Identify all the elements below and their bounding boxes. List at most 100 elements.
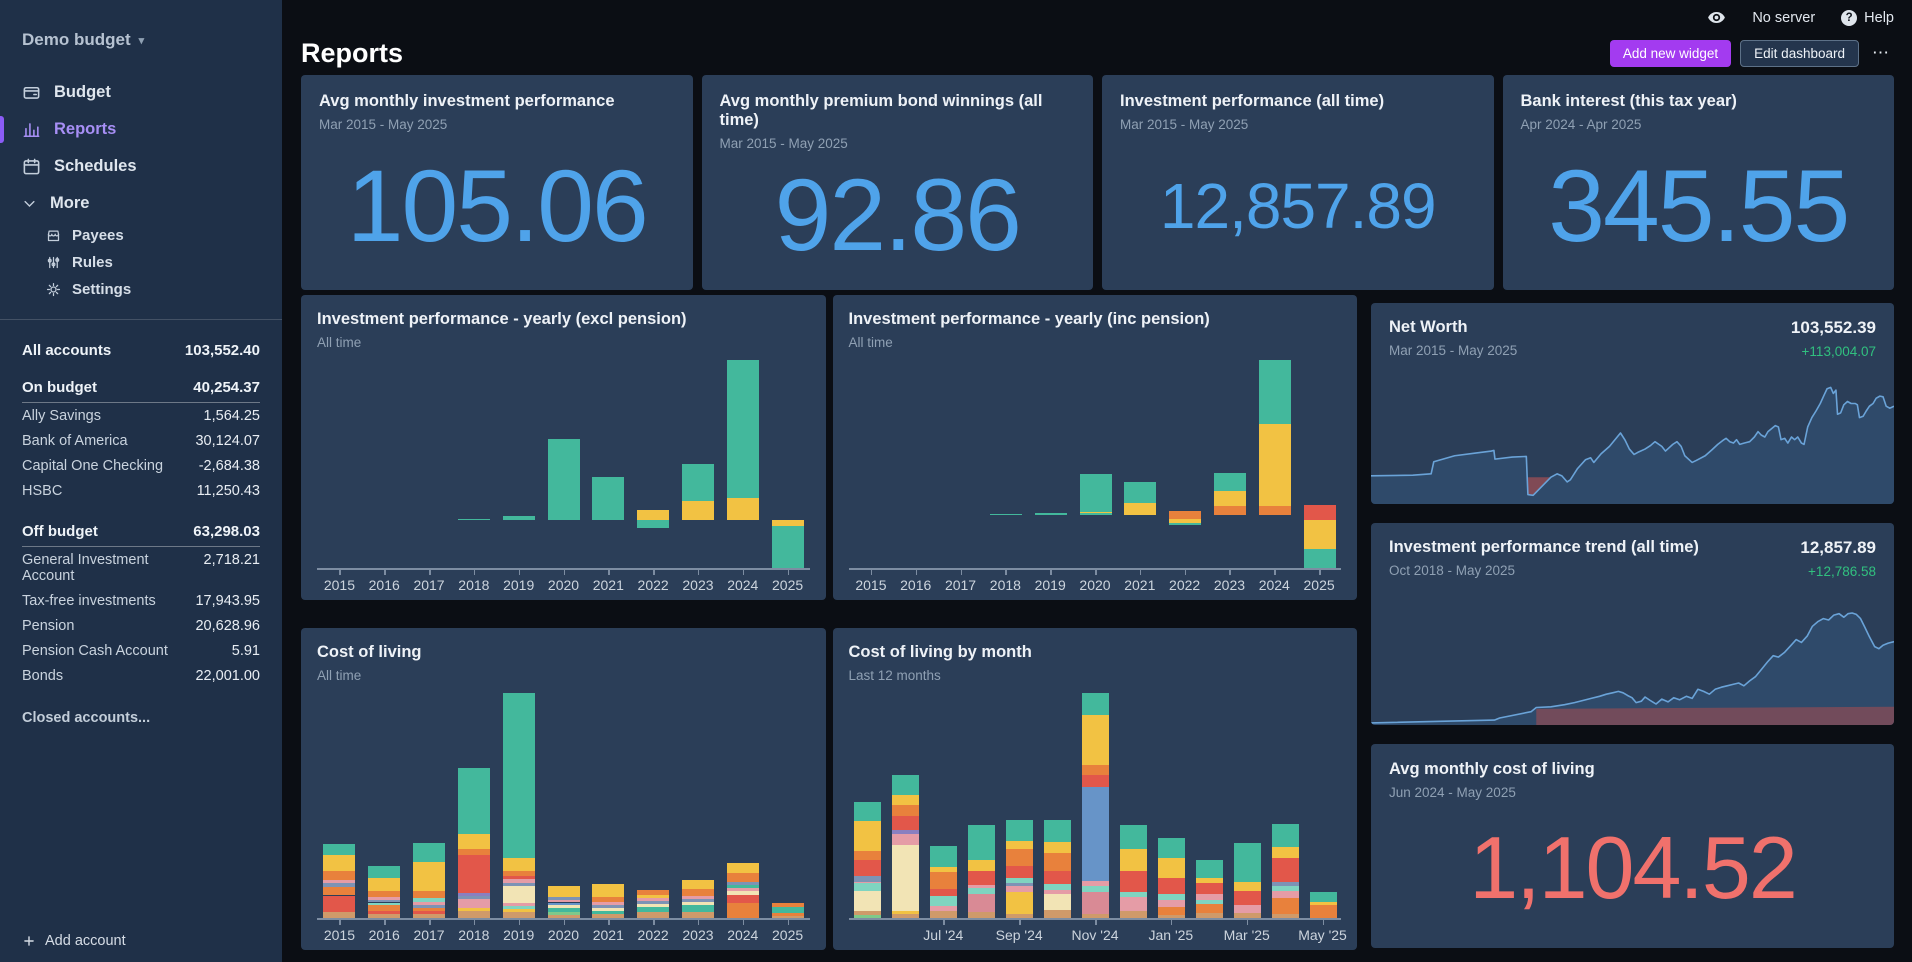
server-status-label: No server (1752, 9, 1816, 26)
widget-title: Investment performance (all time) (1120, 92, 1385, 110)
widget-bank-interest[interactable]: Bank interest (this tax year) Apr 2024 -… (1502, 75, 1894, 290)
account-row[interactable]: General Investment Account 2,718.21 (22, 547, 260, 588)
widget-value: 92.86 (774, 158, 1022, 272)
sidebar-item-schedules[interactable]: Schedules (0, 148, 282, 185)
widget-title: Investment performance trend (all time) (1389, 538, 1699, 556)
right-column: Net Worth Mar 2015 - May 2025 103,552.39… (1371, 295, 1894, 950)
budget-name: Demo budget (22, 30, 131, 49)
account-balance: 5.91 (231, 642, 260, 659)
more-label: More (50, 194, 90, 212)
question-icon: ? (1841, 9, 1858, 26)
widget-net-worth[interactable]: Net Worth Mar 2015 - May 2025 103,552.39… (1371, 303, 1894, 504)
on-budget-value: 40,254.37 (193, 379, 260, 396)
widget-range: Jun 2024 - May 2025 (1389, 785, 1516, 800)
sliders-icon (47, 256, 60, 269)
account-row[interactable]: Ally Savings 1,564.25 (22, 403, 260, 428)
help-button[interactable]: ? Help (1841, 9, 1894, 26)
widget-delta: +12,786.58 (1808, 564, 1876, 579)
area-chart-trend (1371, 585, 1894, 725)
account-name: HSBC (22, 482, 63, 499)
widget-avg-cost-of-living[interactable]: Avg monthly cost of living Jun 2024 - Ma… (1371, 744, 1894, 948)
sidebar-item-reports[interactable]: Reports (0, 111, 282, 148)
widget-yearly-inc-pension[interactable]: Investment performance - yearly (inc pen… (832, 295, 1357, 600)
accounts-panel: All accounts 103,552.40 On budget 40,254… (0, 342, 282, 726)
all-accounts-label: All accounts (22, 342, 112, 359)
account-balance: 30,124.07 (195, 432, 260, 449)
sidebar-item-payees[interactable]: Payees (0, 222, 282, 249)
sidebar-item-budget[interactable]: Budget (0, 74, 282, 111)
gear-icon (46, 282, 61, 297)
off-budget-header[interactable]: Off budget 63,298.03 (22, 523, 260, 547)
all-accounts-row[interactable]: All accounts 103,552.40 (22, 342, 260, 359)
account-row[interactable]: Pension 20,628.96 (22, 613, 260, 638)
widget-performance-trend[interactable]: Investment performance trend (all time) … (1371, 523, 1894, 725)
widget-range: Mar 2015 - May 2025 (719, 136, 848, 151)
on-budget-header[interactable]: On budget 40,254.37 (22, 379, 260, 403)
widget-investment-alltime[interactable]: Investment performance (all time) Mar 20… (1102, 75, 1494, 290)
account-name: Ally Savings (22, 407, 101, 424)
sidebar-item-settings[interactable]: Settings (0, 276, 282, 303)
account-name: Bonds (22, 667, 64, 684)
widget-header: Investment performance trend (all time) … (1371, 523, 1894, 579)
widget-premium-bond[interactable]: Avg monthly premium bond winnings (all t… (701, 75, 1093, 290)
widget-value: 103,552.39 (1790, 318, 1876, 337)
account-name: Tax-free investments (22, 592, 156, 609)
widget-cost-by-month[interactable]: Cost of living by month Last 12 months J… (832, 628, 1357, 950)
account-name: General Investment Account (22, 551, 149, 584)
closed-accounts-link[interactable]: Closed accounts... (22, 710, 151, 726)
account-balance: 1,564.25 (203, 407, 260, 424)
widget-range: All time (317, 668, 362, 683)
account-row[interactable]: Bank of America 30,124.07 (22, 428, 260, 453)
account-row[interactable]: Pension Cash Account 5.91 (22, 638, 260, 663)
add-new-widget-button[interactable]: Add new widget (1609, 39, 1732, 67)
on-budget-label: On budget (22, 379, 97, 396)
server-status[interactable]: No server (1752, 10, 1815, 26)
sidebar: Demo budget ▾ Budget Reports Schedules M… (0, 0, 282, 962)
widget-range: Apr 2024 - Apr 2025 (1520, 117, 1642, 132)
add-account-button[interactable]: Add account (22, 933, 126, 949)
widget-cost-of-living[interactable]: Cost of living All time 2015 2016 2017 2018… (301, 628, 826, 950)
widget-value: 12,857.89 (1159, 170, 1437, 242)
chart-grid: Investment performance - yearly (excl pe… (301, 295, 1357, 950)
account-row[interactable]: HSBC 11,250.43 (22, 478, 260, 503)
sidebar-item-rules[interactable]: Rules (0, 249, 282, 276)
widget-range: All time (317, 335, 362, 350)
header-actions: Add new widget Edit dashboard ⋯ (1609, 39, 1894, 67)
bar-chart-icon (23, 123, 40, 138)
widget-range: Mar 2015 - May 2025 (1120, 117, 1249, 132)
account-row[interactable]: Bonds 22,001.00 (22, 663, 260, 688)
eye-icon (1708, 11, 1726, 24)
off-budget-value: 63,298.03 (193, 523, 260, 540)
active-indicator (0, 116, 4, 143)
calendar-icon (23, 158, 40, 175)
edit-dashboard-button[interactable]: Edit dashboard (1740, 39, 1859, 67)
sidebar-nav: Budget Reports Schedules More Payees Rul… (0, 74, 282, 303)
widget-title: Net Worth (1389, 318, 1468, 336)
sidebar-item-label: Budget (54, 83, 111, 101)
bar-chart-yearly-excl: 2015 2016 2017 2018 2019 2020 2021 2022 2023 2024… (317, 352, 810, 596)
page-title: Reports (301, 37, 404, 68)
sidebar-more-toggle[interactable]: More (0, 185, 282, 222)
privacy-eye-button[interactable] (1707, 8, 1726, 27)
sidebar-item-label: Payees (72, 227, 124, 244)
more-menu-button[interactable]: ⋯ (1868, 41, 1894, 65)
account-balance: -2,684.38 (198, 457, 260, 474)
widget-avg-investment[interactable]: Avg monthly investment performance Mar 2… (301, 75, 693, 290)
account-balance: 17,943.95 (195, 592, 260, 609)
widget-range: Mar 2015 - May 2025 (319, 117, 448, 132)
widget-yearly-excl-pension[interactable]: Investment performance - yearly (excl pe… (301, 295, 826, 600)
sidebar-item-label: Settings (72, 281, 132, 298)
account-row[interactable]: Capital One Checking -2,684.38 (22, 453, 260, 478)
kpi-row: Avg monthly investment performance Mar 2… (301, 75, 1894, 290)
budget-switcher[interactable]: Demo budget ▾ (22, 30, 282, 50)
account-balance: 2,718.21 (203, 551, 260, 568)
page-header: Reports Add new widget Edit dashboard ⋯ (301, 34, 1894, 72)
widget-range: All time (848, 335, 893, 350)
account-row[interactable]: Tax-free investments 17,943.95 (22, 588, 260, 613)
account-name: Pension (22, 617, 75, 634)
widget-title: Investment performance - yearly (inc pen… (848, 310, 1210, 328)
store-icon (47, 230, 60, 242)
topbar: No server ? Help (301, 0, 1894, 32)
account-name: Bank of America (22, 432, 128, 449)
sidebar-item-label: Rules (72, 254, 113, 271)
